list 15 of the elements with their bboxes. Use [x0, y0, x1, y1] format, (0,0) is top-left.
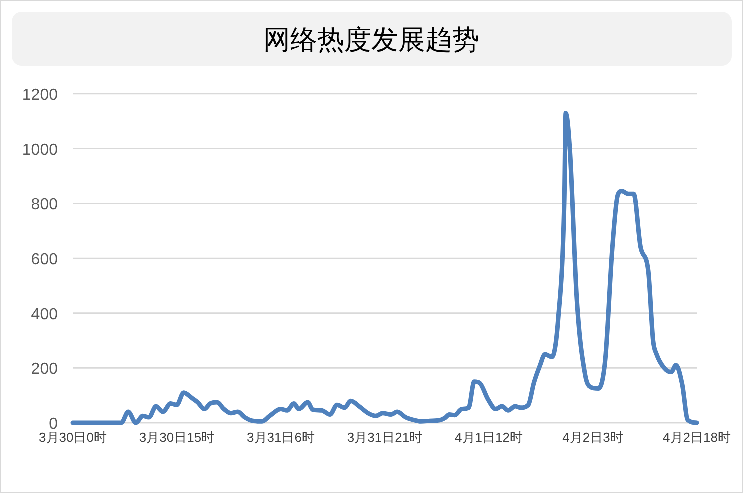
- x-tick-label: 4月2日18时: [663, 430, 731, 445]
- y-tick-label: 800: [31, 196, 58, 214]
- y-tick-label: 1200: [22, 87, 58, 104]
- y-tick-label: 200: [31, 361, 58, 378]
- x-tick-label: 3月31日6时: [247, 430, 315, 445]
- y-tick-label: 600: [31, 252, 58, 268]
- x-tick-label: 4月2日3时: [562, 430, 624, 445]
- y-tick-label: 400: [31, 306, 58, 324]
- x-tick-label: 4月1日12时: [455, 430, 523, 445]
- x-tick-label: 3月30日15时: [139, 430, 215, 445]
- y-tick-label: 0: [49, 416, 58, 433]
- x-tick-label: 3月30日0时: [39, 430, 107, 445]
- y-tick-label: 1000: [22, 142, 58, 159]
- chart-title: 网络热度发展趋势: [264, 25, 480, 55]
- x-tick-label: 3月31日21时: [347, 430, 423, 445]
